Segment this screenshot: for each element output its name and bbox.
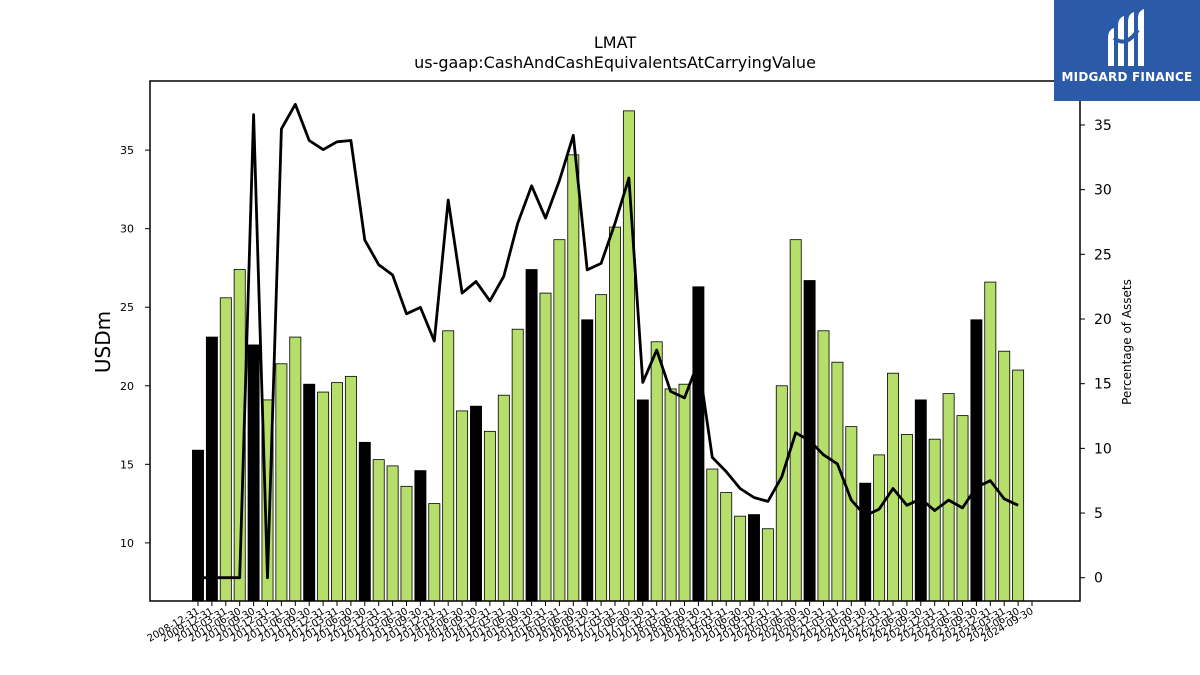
percentage-line <box>198 102 1019 580</box>
bar <box>859 482 872 602</box>
y2-tick-label: 10 <box>1094 441 1112 457</box>
bar <box>692 286 705 602</box>
bar <box>900 434 913 602</box>
bar <box>734 515 747 602</box>
bar <box>984 281 997 602</box>
y-tick-label: 20 <box>120 380 134 393</box>
bar <box>247 344 260 602</box>
bar <box>553 239 566 602</box>
bar <box>595 294 608 602</box>
bar <box>483 430 496 602</box>
bar <box>942 393 955 602</box>
bar <box>456 410 469 602</box>
y2-tick-label: 25 <box>1094 247 1112 263</box>
bar <box>706 468 719 602</box>
bar <box>331 382 343 602</box>
bar <box>789 239 802 602</box>
line-series <box>198 102 1019 580</box>
bar <box>372 459 385 602</box>
bar <box>511 328 524 602</box>
bar <box>678 383 691 602</box>
bar <box>817 330 830 602</box>
bar <box>497 394 510 602</box>
y-tick-label: 30 <box>120 223 134 236</box>
bar <box>414 470 427 602</box>
bar <box>470 405 482 602</box>
y2-tick-label: 15 <box>1094 377 1112 393</box>
bar <box>442 330 455 602</box>
bar <box>289 336 302 602</box>
bar <box>636 399 649 602</box>
bar <box>539 292 552 602</box>
y-tick-label: 35 <box>120 144 134 157</box>
y2-tick-label: 0 <box>1094 571 1103 587</box>
bar <box>761 528 774 602</box>
bar <box>775 385 788 602</box>
bar <box>831 361 844 602</box>
bar <box>219 297 232 602</box>
bar <box>303 383 316 602</box>
bar <box>873 454 886 602</box>
brand-logo: MIDGARD FINANCE <box>1054 0 1200 101</box>
y-tick-label: 15 <box>120 458 134 471</box>
y-tick-label: 25 <box>120 301 134 314</box>
bar <box>317 391 330 602</box>
bar <box>845 426 858 602</box>
y-axis-label: USDm <box>91 311 115 373</box>
bar <box>609 226 621 602</box>
axes: 101520253035051015202530352008-12-312009… <box>120 80 1112 645</box>
bar <box>998 350 1011 602</box>
chart-subtitle: us-gaap:CashAndCashEquivalentsAtCarrying… <box>414 53 816 72</box>
bar <box>748 514 760 602</box>
bar <box>344 375 357 602</box>
y2-tick-label: 5 <box>1094 506 1103 522</box>
bar <box>970 319 983 602</box>
bar <box>720 492 733 602</box>
bar-series <box>192 110 1025 602</box>
bar <box>358 441 371 602</box>
logo-text: MIDGARD FINANCE <box>1061 70 1193 84</box>
bar <box>567 154 580 602</box>
y2-tick-label: 35 <box>1094 118 1112 134</box>
bar <box>928 438 941 602</box>
y2-tick-label: 30 <box>1094 183 1112 199</box>
bar <box>650 341 663 602</box>
chart-title: LMAT <box>594 33 636 52</box>
midgard-logo-icon <box>1108 9 1144 66</box>
y2-axis-label: Percentage of Assets <box>1120 279 1134 405</box>
bar <box>428 503 441 602</box>
bar <box>1012 369 1025 602</box>
y2-tick-label: 20 <box>1094 312 1112 328</box>
bar <box>581 319 594 602</box>
bar <box>205 336 218 602</box>
bar <box>525 269 538 602</box>
bar <box>275 363 288 602</box>
y-tick-label: 10 <box>120 537 134 550</box>
bar <box>400 485 413 602</box>
bar <box>664 388 677 602</box>
bar <box>386 465 399 602</box>
